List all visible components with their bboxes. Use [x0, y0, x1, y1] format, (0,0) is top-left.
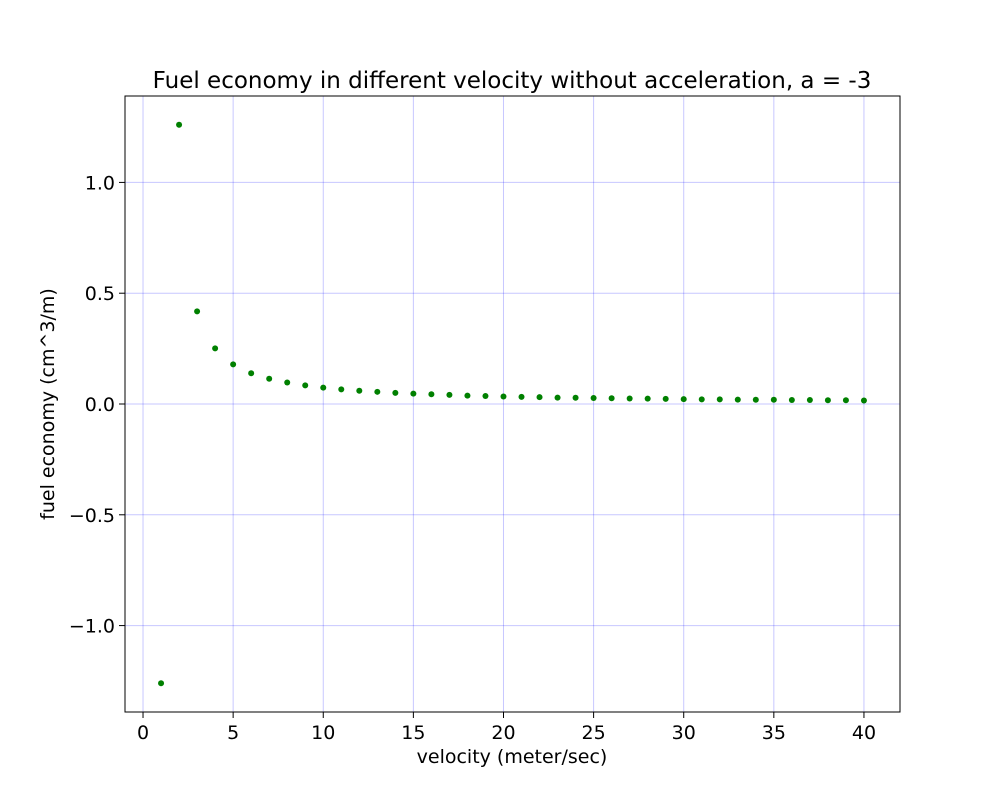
y-tick-label: 1.0 [85, 172, 115, 194]
data-point [194, 308, 201, 315]
data-point [680, 396, 687, 403]
x-tick-label: 0 [137, 722, 149, 744]
grid-lines [125, 96, 900, 712]
data-points [158, 121, 867, 687]
x-tick-label: 25 [582, 722, 606, 744]
data-point [302, 382, 309, 389]
y-tick-label: 0.5 [85, 283, 115, 305]
y-tick-label: −1.0 [69, 616, 115, 638]
data-point [230, 361, 237, 368]
data-point [176, 121, 183, 128]
data-point [770, 396, 777, 403]
data-point [500, 393, 507, 400]
data-point [590, 395, 597, 402]
chart-title: Fuel economy in different velocity witho… [153, 68, 872, 94]
data-point [338, 386, 345, 393]
data-point [572, 394, 579, 401]
y-tick-label: 0.0 [85, 394, 115, 416]
data-point [644, 395, 651, 402]
data-point [212, 345, 219, 352]
data-point [626, 395, 633, 402]
data-point [374, 388, 381, 395]
data-point [482, 393, 489, 400]
data-point [554, 394, 561, 401]
data-point [446, 391, 453, 398]
x-tick-label: 15 [401, 722, 425, 744]
x-tick-label: 10 [311, 722, 335, 744]
x-axis-ticks: 0 5 10 15 20 25 30 35 40 [137, 712, 876, 744]
data-point [518, 393, 525, 400]
x-tick-label: 20 [491, 722, 515, 744]
x-tick-label: 5 [227, 722, 239, 744]
data-point [158, 680, 165, 687]
data-point [860, 397, 867, 404]
data-point [842, 397, 849, 404]
x-tick-label: 35 [762, 722, 786, 744]
x-axis-label: velocity (meter/sec) [417, 746, 608, 768]
data-point [788, 397, 795, 404]
data-point [752, 396, 759, 403]
data-point [320, 384, 327, 391]
y-axis-label: fuel economy (cm^3/m) [37, 288, 59, 520]
data-point [662, 395, 669, 402]
x-tick-label: 40 [852, 722, 876, 744]
data-point [806, 397, 813, 404]
data-point [824, 397, 831, 404]
data-point [608, 395, 615, 402]
data-point [428, 391, 435, 398]
data-point [248, 370, 255, 377]
data-point [392, 389, 399, 396]
data-point [734, 396, 741, 403]
data-point [698, 396, 705, 403]
data-point [410, 390, 417, 397]
data-point [284, 379, 291, 386]
data-point [356, 387, 363, 394]
data-point [464, 392, 471, 399]
y-tick-label: −0.5 [69, 505, 115, 527]
data-point [266, 375, 273, 382]
data-point [536, 394, 543, 401]
data-point [716, 396, 723, 403]
y-axis-ticks: −1.0 −0.5 0.0 0.5 1.0 [69, 172, 125, 638]
x-tick-label: 30 [672, 722, 696, 744]
